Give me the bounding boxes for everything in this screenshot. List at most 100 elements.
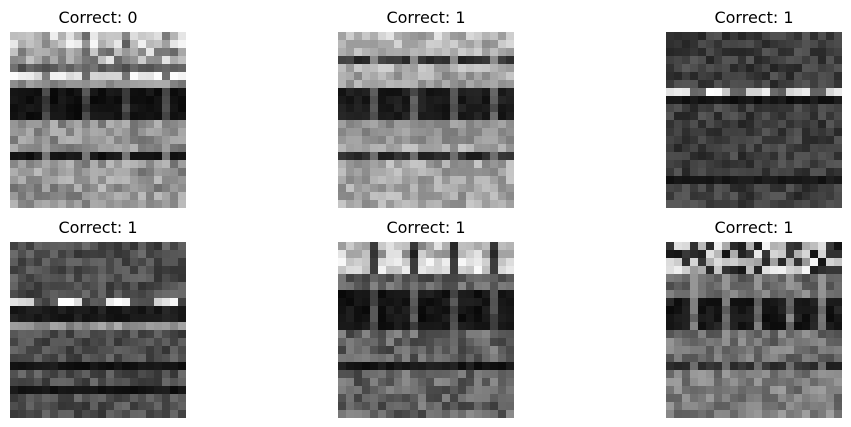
pixel — [826, 80, 834, 88]
pixel — [746, 104, 754, 112]
pixel — [354, 338, 362, 346]
pixel — [722, 402, 730, 410]
pixel — [386, 370, 394, 378]
pixel — [482, 298, 490, 306]
pixel — [26, 40, 34, 48]
pixel — [154, 168, 162, 176]
pixel — [410, 306, 418, 314]
pixel — [690, 386, 698, 394]
pixel — [162, 168, 170, 176]
pixel — [138, 64, 146, 72]
pixel — [498, 192, 506, 200]
pixel — [450, 394, 458, 402]
pixel — [34, 290, 42, 298]
pixel — [770, 394, 778, 402]
pixel — [458, 64, 466, 72]
pixel — [42, 370, 50, 378]
pixel — [370, 338, 378, 346]
pixel — [146, 176, 154, 184]
pixel — [426, 168, 434, 176]
pixel — [98, 290, 106, 298]
pixel — [482, 128, 490, 136]
pixel — [474, 200, 482, 208]
pixel — [778, 40, 786, 48]
pixel — [370, 80, 378, 88]
pixel — [442, 354, 450, 362]
pixel — [370, 314, 378, 322]
pixel — [722, 242, 730, 250]
pixel — [802, 136, 810, 144]
pixel — [370, 410, 378, 418]
pixel — [122, 104, 130, 112]
pixel — [666, 274, 674, 282]
pixel — [370, 88, 378, 96]
pixel — [810, 362, 818, 370]
pixel — [354, 32, 362, 40]
pixel — [378, 370, 386, 378]
pixel — [698, 362, 706, 370]
pixel — [122, 330, 130, 338]
pixel — [98, 282, 106, 290]
pixel — [674, 40, 682, 48]
pixel — [50, 128, 58, 136]
pixel — [474, 282, 482, 290]
pixel — [762, 410, 770, 418]
pixel — [138, 242, 146, 250]
pixel — [410, 192, 418, 200]
pixel — [778, 314, 786, 322]
pixel — [394, 266, 402, 274]
pixel — [674, 144, 682, 152]
pixel — [698, 298, 706, 306]
pixel — [74, 258, 82, 266]
pixel — [746, 242, 754, 250]
pixel — [346, 362, 354, 370]
pixel — [26, 362, 34, 370]
pixel — [730, 40, 738, 48]
pixel — [434, 72, 442, 80]
pixel — [338, 274, 346, 282]
pixel — [714, 290, 722, 298]
pixel — [778, 56, 786, 64]
pixel — [482, 200, 490, 208]
pixel — [378, 306, 386, 314]
pixel — [714, 330, 722, 338]
pixel — [426, 330, 434, 338]
pixel — [362, 346, 370, 354]
pixel — [58, 88, 66, 96]
pixel — [746, 48, 754, 56]
pixel — [674, 176, 682, 184]
pixel — [386, 378, 394, 386]
pixel — [90, 394, 98, 402]
pixel — [762, 362, 770, 370]
pixel — [794, 104, 802, 112]
pixel — [706, 48, 714, 56]
pixel — [50, 144, 58, 152]
pixel — [26, 88, 34, 96]
pixel — [346, 64, 354, 72]
pixel — [730, 330, 738, 338]
pixel — [418, 266, 426, 274]
pixel — [506, 160, 514, 168]
pixel — [706, 378, 714, 386]
pixel — [482, 330, 490, 338]
pixel — [762, 330, 770, 338]
pixel — [458, 410, 466, 418]
pixel — [386, 88, 394, 96]
pixel — [114, 258, 122, 266]
pixel — [434, 160, 442, 168]
pixel — [698, 354, 706, 362]
pixel — [770, 306, 778, 314]
pixel — [50, 184, 58, 192]
pixel — [130, 322, 138, 330]
pixel — [666, 48, 674, 56]
pixel — [690, 72, 698, 80]
pixel — [362, 144, 370, 152]
pixel — [410, 338, 418, 346]
pixel — [114, 354, 122, 362]
pixel — [162, 48, 170, 56]
pixel — [42, 160, 50, 168]
pixel — [66, 64, 74, 72]
pixel — [698, 192, 706, 200]
pixel — [74, 32, 82, 40]
pixel — [786, 362, 794, 370]
